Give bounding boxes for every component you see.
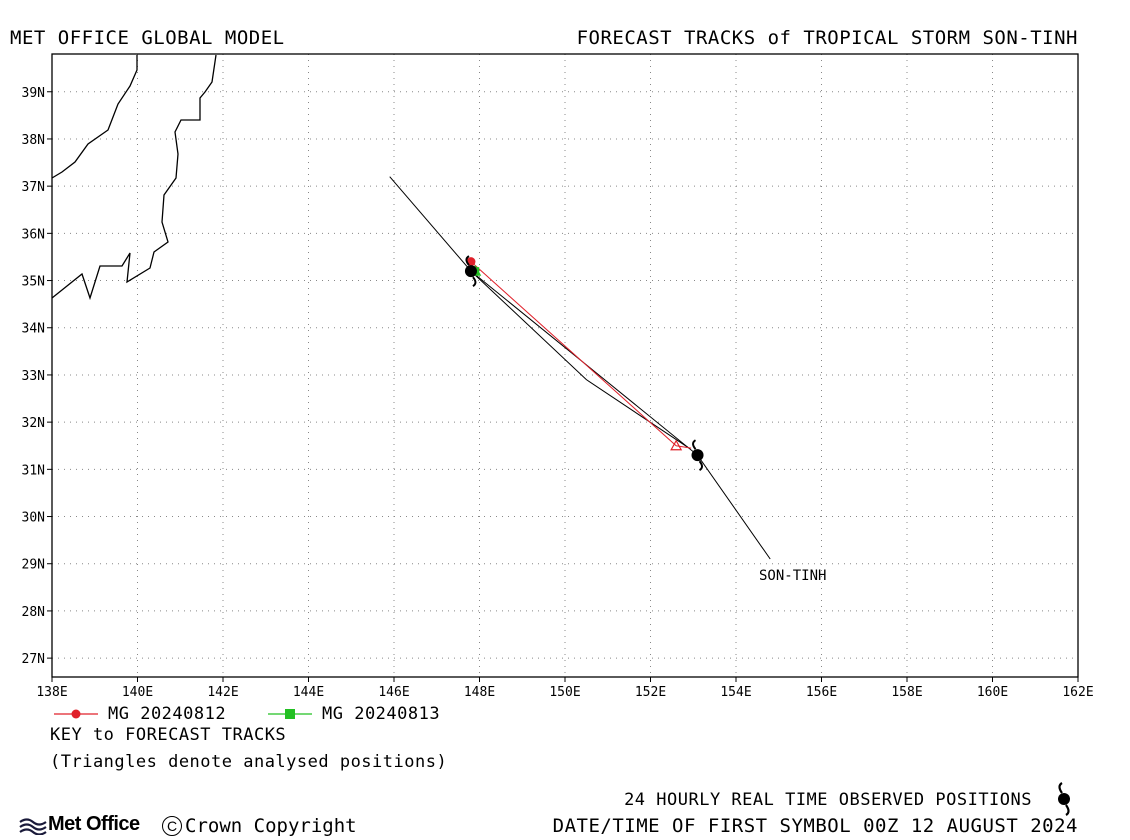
lat-tick-label: 37N: [22, 180, 45, 195]
first-symbol-datetime: DATE/TIME OF FIRST SYMBOL 00Z 12 AUGUST …: [552, 815, 1078, 837]
chart-title: FORECAST TRACKS of TROPICAL STORM SON-TI…: [576, 27, 1078, 49]
lat-tick-label: 28N: [22, 605, 45, 620]
lon-tick-label: 152E: [635, 685, 666, 700]
black-forecast-track: [470, 270, 690, 449]
key-title: KEY to FORECAST TRACKS: [50, 725, 287, 745]
lon-tick-label: 144E: [293, 685, 324, 700]
copyright-notice: C Crown Copyright: [162, 815, 357, 837]
hurricane-core: [691, 449, 704, 462]
lat-tick-label: 33N: [22, 369, 45, 384]
hurricane-arm: [692, 439, 697, 450]
lat-tick-label: 31N: [22, 463, 45, 478]
legend-symbols: MG 20240812 MG 20240813: [54, 704, 440, 724]
observed-positions-note: 24 HOURLY REAL TIME OBSERVED POSITIONS: [624, 790, 1032, 810]
met-office-logo: Met Office: [18, 813, 140, 836]
forecast-track-line: [470, 261, 692, 449]
hurricane-symbol-icon: [464, 255, 477, 287]
lon-tick-label: 146E: [378, 685, 409, 700]
lon-tick-label: 156E: [806, 685, 837, 700]
lat-lon-grid: 138E 140E 142E 144E 146E 148E 150E 152E 154E 156E…: [22, 54, 1094, 700]
lat-tick-label: 30N: [22, 511, 45, 526]
key-note: (Triangles denote analysed positions): [50, 752, 448, 772]
lon-tick-label: 138E: [36, 685, 67, 700]
lon-tick-label: 154E: [720, 685, 751, 700]
lat-tick-label: 36N: [22, 227, 45, 242]
lon-tick-label: 142E: [207, 685, 238, 700]
japan-coastline-east: [51, 54, 217, 301]
lat-tick-label: 27N: [22, 652, 45, 667]
logo-text: Met Office: [48, 813, 140, 835]
hurricane-arm: [698, 460, 704, 472]
forecast-legend: MG 20240812 MG 20240813: [50, 703, 470, 725]
lat-tick-label: 38N: [22, 133, 45, 148]
lat-tick-label: 34N: [22, 322, 45, 337]
lon-tick-label: 158E: [891, 685, 922, 700]
lon-tick-label: 148E: [464, 685, 495, 700]
lon-tick-label: 140E: [122, 685, 153, 700]
legend-item-2: MG 20240813: [322, 704, 440, 724]
japan-coastline-north: [51, 55, 138, 179]
legend-circle-marker: [71, 709, 81, 719]
lon-tick-label: 160E: [977, 685, 1008, 700]
lon-tick-label: 150E: [549, 685, 580, 700]
analysed-position-triangle: [670, 439, 683, 451]
storm-name-label: SON-TINH: [759, 568, 826, 584]
hurricane-arm: [465, 255, 470, 266]
legend-square-marker: [285, 709, 295, 719]
lon-tick-label: 162E: [1062, 685, 1093, 700]
observed-track-line: [470, 270, 771, 560]
observed-track-extension: [389, 176, 472, 272]
model-title: MET OFFICE GLOBAL MODEL: [10, 27, 285, 49]
lat-tick-label: 39N: [22, 86, 45, 101]
copyright-text: Crown Copyright: [185, 815, 357, 837]
lat-tick-label: 29N: [22, 558, 45, 573]
met-office-wave-icon: [19, 817, 47, 835]
hurricane-core: [464, 265, 477, 278]
hurricane-symbol-icon: [691, 439, 704, 472]
coastline: [51, 54, 217, 301]
track-layer: [389, 176, 771, 560]
legend-item-1: MG 20240812: [108, 704, 226, 724]
map-frame: [51, 53, 1079, 678]
lat-tick-label: 35N: [22, 275, 45, 290]
hurricane-arm: [472, 276, 477, 287]
lat-tick-label: 32N: [22, 416, 45, 431]
hurricane-symbol-icon: [1058, 782, 1070, 816]
copyright-icon: C: [162, 816, 182, 836]
